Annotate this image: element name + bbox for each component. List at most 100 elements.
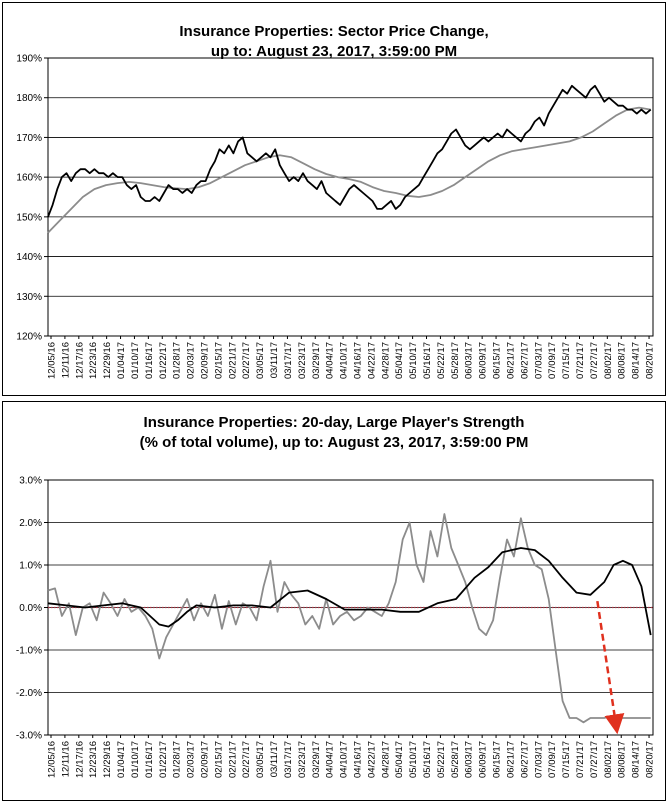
price-x-tick-label: 04/28/17 [380,342,391,379]
chart-title-line2: up to: August 23, 2017, 3:59:00 PM [211,43,457,60]
price-x-tick-label: 12/23/16 [88,342,99,379]
strength-x-tick-label: 12/29/16 [102,741,113,778]
strength-x-tick-label: 08/20/17 [645,741,656,778]
strength-x-tick-label: 12/11/16 [60,741,71,777]
price-x-tick-label: 08/20/17 [645,342,656,379]
strength-x-tick-label: 06/03/17 [464,741,475,778]
strength-x-tick-label: 12/17/16 [74,741,85,778]
strength-x-tick-label: 02/21/17 [227,741,238,778]
strength-x-tick-label: 07/27/17 [589,741,600,778]
price-series-line-1 [47,106,651,234]
strength-x-tick-label: 03/29/17 [311,741,322,778]
price-x-tick-label: 08/14/17 [631,342,642,379]
strength-y-tick-label: -3.0% [16,731,42,742]
strength-x-tick-label: 01/22/17 [158,741,169,778]
strength-y-tick-label: -1.0% [16,646,42,657]
price-x-tick-label: 02/21/17 [227,342,238,379]
price-x-tick-label: 04/04/17 [325,342,336,379]
strength-series-line-1 [47,513,651,724]
strength-y-tick-label: 2.0% [19,518,42,529]
price-y-tick-label: 160% [16,173,42,184]
strength-x-tick-label: 05/10/17 [408,741,419,778]
price-x-tick-label: 02/27/17 [241,342,252,379]
price-x-tick-label: 07/03/17 [533,342,544,379]
strength-x-tick-label: 03/23/17 [297,741,308,778]
chart-title-line1: Insurance Properties: Sector Price Chang… [179,23,488,40]
chart-title-line2: (% of total volume), up to: August 23, 2… [140,434,529,451]
strength-x-tick-label: 01/28/17 [172,741,183,778]
strength-y-tick-label: 0.0% [19,603,42,614]
price-x-tick-label: 01/28/17 [172,342,183,379]
strength-x-tick-label: 07/21/17 [575,741,586,778]
price-x-tick-label: 05/28/17 [450,342,461,379]
price-x-tick-label: 03/05/17 [255,342,266,379]
strength-x-tick-label: 05/04/17 [394,741,405,778]
strength-x-tick-label: 03/11/17 [269,741,280,777]
strength-series-line-0 [47,547,652,636]
strength-x-tick-label: 02/03/17 [186,741,197,778]
strength-x-tick-label: 04/28/17 [380,741,391,778]
price-x-tick-label: 01/16/17 [144,342,155,379]
strength-y-tick-label: 1.0% [19,561,42,572]
price-x-tick-label: 08/08/17 [617,342,628,379]
price-x-tick-label: 12/11/16 [60,342,71,378]
price-x-tick-label: 06/27/17 [519,342,530,379]
strength-x-tick-label: 07/09/17 [547,741,558,778]
price-y-tick-label: 190% [16,54,42,65]
price-y-tick-label: 180% [16,93,42,104]
strength-x-tick-label: 04/10/17 [339,741,350,778]
price-x-tick-label: 03/17/17 [283,342,294,379]
price-x-tick-label: 05/04/17 [394,342,405,379]
price-x-tick-label: 03/11/17 [269,342,280,378]
price-y-tick-label: 150% [16,212,42,223]
price-y-tick-label: 170% [16,133,42,144]
strength-x-tick-label: 12/05/16 [47,741,58,778]
price-x-tick-label: 01/04/17 [116,342,127,379]
price-x-tick-label: 06/15/17 [492,342,503,379]
strength-x-tick-label: 12/23/16 [88,741,99,778]
price-x-tick-label: 05/22/17 [436,342,447,379]
price-x-tick-label: 12/05/16 [47,342,58,379]
price-x-tick-label: 02/15/17 [213,342,224,379]
strength-y-tick-label: 3.0% [19,476,42,487]
price-series-line-0 [47,84,652,218]
price-x-tick-label: 04/16/17 [352,342,363,379]
price-x-tick-label: 06/09/17 [478,342,489,379]
strength-x-tick-label: 05/22/17 [436,741,447,778]
price-x-tick-label: 12/17/16 [74,342,85,379]
strength-x-tick-label: 06/09/17 [478,741,489,778]
price-x-tick-label: 04/10/17 [339,342,350,379]
price-y-tick-label: 120% [16,332,42,343]
price-x-tick-label: 03/29/17 [311,342,322,379]
price-x-tick-label: 06/03/17 [464,342,475,379]
strength-x-tick-label: 07/15/17 [561,741,572,778]
strength-x-tick-label: 08/08/17 [617,741,628,778]
price-x-tick-label: 07/21/17 [575,342,586,379]
price-x-tick-label: 01/22/17 [158,342,169,379]
strength-x-tick-label: 02/27/17 [241,741,252,778]
strength-chart: Insurance Properties: 20-day, Large Play… [16,414,656,778]
strength-x-tick-label: 03/17/17 [283,741,294,778]
strength-x-tick-label: 04/16/17 [352,741,363,778]
strength-x-tick-label: 04/04/17 [325,741,336,778]
price-change-chart-panel: Insurance Properties: Sector Price Chang… [2,2,666,396]
price-x-tick-label: 03/23/17 [297,342,308,379]
strength-x-tick-label: 03/05/17 [255,741,266,778]
chart-title-line1: Insurance Properties: 20-day, Large Play… [144,414,525,431]
price-x-tick-label: 04/22/17 [366,342,377,379]
strength-chart-panel: Insurance Properties: 20-day, Large Play… [2,401,666,801]
strength-x-tick-label: 08/02/17 [603,741,614,778]
strength-x-tick-label: 05/28/17 [450,741,461,778]
strength-x-tick-label: 01/04/17 [116,741,127,778]
price-x-tick-label: 05/10/17 [408,342,419,379]
strength-x-tick-label: 06/15/17 [492,741,503,778]
price-x-tick-label: 07/27/17 [589,342,600,379]
strength-x-tick-label: 06/21/17 [505,741,516,778]
strength-y-tick-label: -2.0% [16,688,42,699]
strength-x-tick-label: 08/14/17 [631,741,642,778]
strength-x-tick-label: 06/27/17 [519,741,530,778]
price-x-tick-label: 02/09/17 [199,342,210,379]
price-x-tick-label: 08/02/17 [603,342,614,379]
strength-dashed-arrow [596,600,625,735]
price-x-tick-label: 07/15/17 [561,342,572,379]
